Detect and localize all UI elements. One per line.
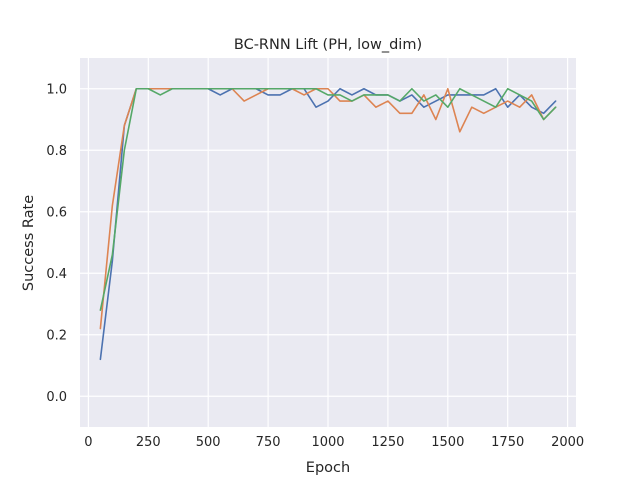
x-tick-label: 1000 (311, 435, 344, 450)
x-tick-label: 500 (196, 435, 221, 450)
chart-title: BC-RNN Lift (PH, low_dim) (234, 37, 422, 53)
x-tick-label: 250 (136, 435, 161, 450)
x-tick-label: 0 (84, 435, 92, 450)
y-axis-label: Success Rate (21, 195, 37, 291)
x-tick-label: 1750 (491, 435, 524, 450)
y-tick-label: 0.8 (46, 144, 67, 159)
y-tick-label: 1.0 (46, 82, 67, 97)
x-tick-label: 1250 (371, 435, 404, 450)
series-line-3 (99, 87, 557, 311)
x-tick-label: 750 (256, 435, 281, 450)
vertical-gridlines (87, 58, 569, 427)
series-lines (99, 87, 557, 361)
y-tick-label: 0.4 (46, 267, 67, 282)
y-tick-labels: 0.0 0.2 0.4 0.6 0.8 1.0 (46, 82, 67, 405)
x-axis-label: Epoch (306, 460, 350, 476)
x-tick-labels: 0 250 500 750 1000 1250 1500 1750 2000 (84, 435, 584, 450)
x-tick-label: 2000 (551, 435, 584, 450)
y-tick-label: 0.2 (46, 328, 67, 343)
y-tick-label: 0.0 (46, 390, 67, 405)
x-tick-label: 1500 (431, 435, 464, 450)
y-tick-label: 0.6 (46, 205, 67, 220)
